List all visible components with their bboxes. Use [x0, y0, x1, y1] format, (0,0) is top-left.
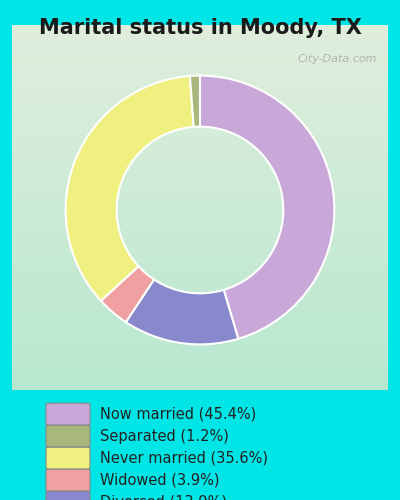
FancyBboxPatch shape: [46, 403, 90, 425]
Text: Widowed (3.9%): Widowed (3.9%): [100, 472, 220, 488]
FancyBboxPatch shape: [46, 447, 90, 469]
FancyBboxPatch shape: [46, 469, 90, 491]
Wedge shape: [200, 76, 334, 339]
FancyBboxPatch shape: [46, 491, 90, 500]
Wedge shape: [190, 76, 200, 127]
Text: City-Data.com: City-Data.com: [297, 54, 377, 64]
Wedge shape: [126, 280, 238, 344]
Wedge shape: [66, 76, 194, 301]
Text: Marital status in Moody, TX: Marital status in Moody, TX: [38, 18, 362, 38]
FancyBboxPatch shape: [46, 425, 90, 447]
Text: Divorced (13.9%): Divorced (13.9%): [100, 494, 227, 500]
Wedge shape: [101, 266, 154, 322]
Text: Never married (35.6%): Never married (35.6%): [100, 450, 268, 466]
Text: Separated (1.2%): Separated (1.2%): [100, 428, 229, 444]
Text: Now married (45.4%): Now married (45.4%): [100, 406, 256, 422]
